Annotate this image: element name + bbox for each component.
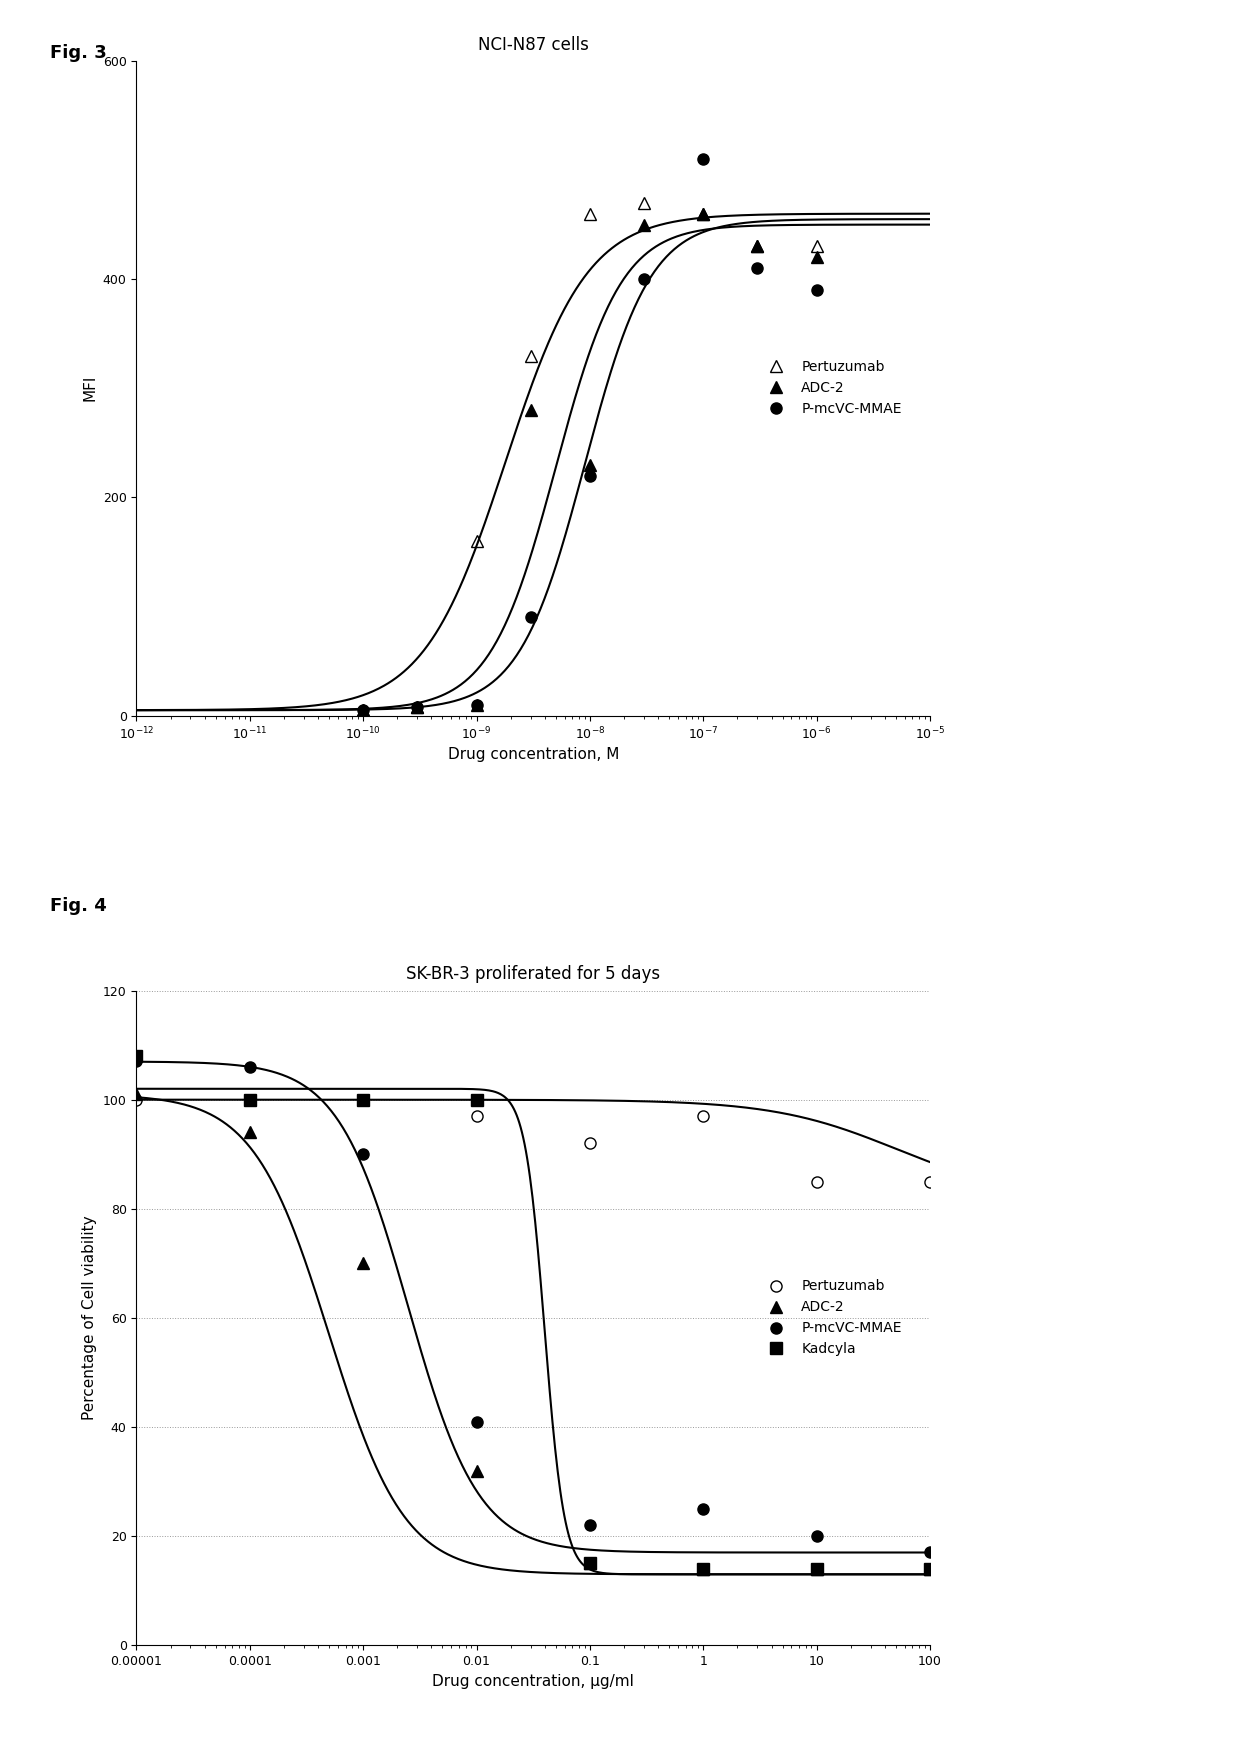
Pertuzumab bbox=[356, 1090, 371, 1111]
Y-axis label: Percentage of Cell viability: Percentage of Cell viability bbox=[82, 1215, 97, 1421]
Kadcyla bbox=[583, 1553, 598, 1574]
Pertuzumab bbox=[356, 700, 371, 721]
Pertuzumab bbox=[923, 1172, 937, 1193]
Kadcyla bbox=[242, 1090, 257, 1111]
Pertuzumab bbox=[583, 1133, 598, 1154]
Pertuzumab bbox=[469, 1106, 484, 1126]
Pertuzumab bbox=[810, 237, 825, 258]
Pertuzumab bbox=[696, 204, 711, 225]
Y-axis label: MFI: MFI bbox=[82, 374, 97, 402]
Kadcyla bbox=[923, 1558, 937, 1579]
Kadcyla bbox=[810, 1558, 825, 1579]
Title: SK-BR-3 proliferated for 5 days: SK-BR-3 proliferated for 5 days bbox=[407, 966, 660, 984]
P-mcVC-MMAE bbox=[583, 465, 598, 486]
ADC-2 bbox=[583, 454, 598, 475]
X-axis label: Drug concentration, M: Drug concentration, M bbox=[448, 747, 619, 763]
Kadcyla bbox=[696, 1558, 711, 1579]
ADC-2 bbox=[696, 204, 711, 225]
Legend: Pertuzumab, ADC-2, P-mcVC-MMAE: Pertuzumab, ADC-2, P-mcVC-MMAE bbox=[756, 355, 908, 421]
P-mcVC-MMAE bbox=[636, 268, 651, 289]
Line: Kadcyla: Kadcyla bbox=[131, 1050, 935, 1574]
P-mcVC-MMAE bbox=[356, 700, 371, 721]
ADC-2 bbox=[129, 1085, 144, 1106]
Line: P-mcVC-MMAE: P-mcVC-MMAE bbox=[357, 153, 822, 716]
ADC-2 bbox=[583, 1553, 598, 1574]
ADC-2 bbox=[923, 1558, 937, 1579]
Text: Fig. 4: Fig. 4 bbox=[50, 897, 107, 914]
P-mcVC-MMAE bbox=[750, 258, 765, 279]
P-mcVC-MMAE bbox=[356, 1144, 371, 1165]
P-mcVC-MMAE bbox=[242, 1057, 257, 1078]
Kadcyla bbox=[469, 1090, 484, 1111]
ADC-2 bbox=[356, 700, 371, 721]
Title: NCI-N87 cells: NCI-N87 cells bbox=[477, 37, 589, 54]
Kadcyla bbox=[356, 1090, 371, 1111]
P-mcVC-MMAE bbox=[923, 1543, 937, 1563]
ADC-2 bbox=[356, 1254, 371, 1274]
Pertuzumab bbox=[242, 1090, 257, 1111]
Line: ADC-2: ADC-2 bbox=[131, 1088, 935, 1574]
Pertuzumab bbox=[129, 1090, 144, 1111]
ADC-2 bbox=[810, 1558, 825, 1579]
Pertuzumab bbox=[523, 345, 538, 366]
Pertuzumab bbox=[636, 192, 651, 212]
ADC-2 bbox=[523, 400, 538, 421]
Pertuzumab bbox=[583, 204, 598, 225]
ADC-2 bbox=[469, 1461, 484, 1482]
P-mcVC-MMAE bbox=[129, 1052, 144, 1072]
Line: P-mcVC-MMAE: P-mcVC-MMAE bbox=[131, 1057, 935, 1558]
ADC-2 bbox=[636, 214, 651, 235]
ADC-2 bbox=[469, 695, 484, 716]
P-mcVC-MMAE bbox=[696, 1499, 711, 1520]
P-mcVC-MMAE bbox=[810, 1525, 825, 1546]
Legend: Pertuzumab, ADC-2, P-mcVC-MMAE, Kadcyla: Pertuzumab, ADC-2, P-mcVC-MMAE, Kadcyla bbox=[756, 1274, 908, 1361]
ADC-2 bbox=[696, 1558, 711, 1579]
Pertuzumab bbox=[750, 237, 765, 258]
Pertuzumab bbox=[696, 1106, 711, 1126]
P-mcVC-MMAE bbox=[810, 280, 825, 301]
P-mcVC-MMAE bbox=[523, 608, 538, 629]
ADC-2 bbox=[750, 237, 765, 258]
P-mcVC-MMAE bbox=[469, 1412, 484, 1433]
ADC-2 bbox=[409, 696, 424, 717]
Line: Pertuzumab: Pertuzumab bbox=[357, 197, 822, 716]
P-mcVC-MMAE bbox=[696, 148, 711, 169]
ADC-2 bbox=[810, 247, 825, 268]
Text: Fig. 3: Fig. 3 bbox=[50, 44, 107, 61]
Pertuzumab bbox=[810, 1172, 825, 1193]
Pertuzumab bbox=[409, 696, 424, 717]
P-mcVC-MMAE bbox=[583, 1515, 598, 1536]
Line: Pertuzumab: Pertuzumab bbox=[131, 1093, 935, 1187]
X-axis label: Drug concentration, μg/ml: Drug concentration, μg/ml bbox=[433, 1673, 634, 1689]
Pertuzumab bbox=[469, 531, 484, 552]
P-mcVC-MMAE bbox=[409, 696, 424, 717]
ADC-2 bbox=[242, 1121, 257, 1142]
P-mcVC-MMAE bbox=[469, 695, 484, 716]
Line: ADC-2: ADC-2 bbox=[357, 209, 822, 716]
Kadcyla bbox=[129, 1046, 144, 1067]
